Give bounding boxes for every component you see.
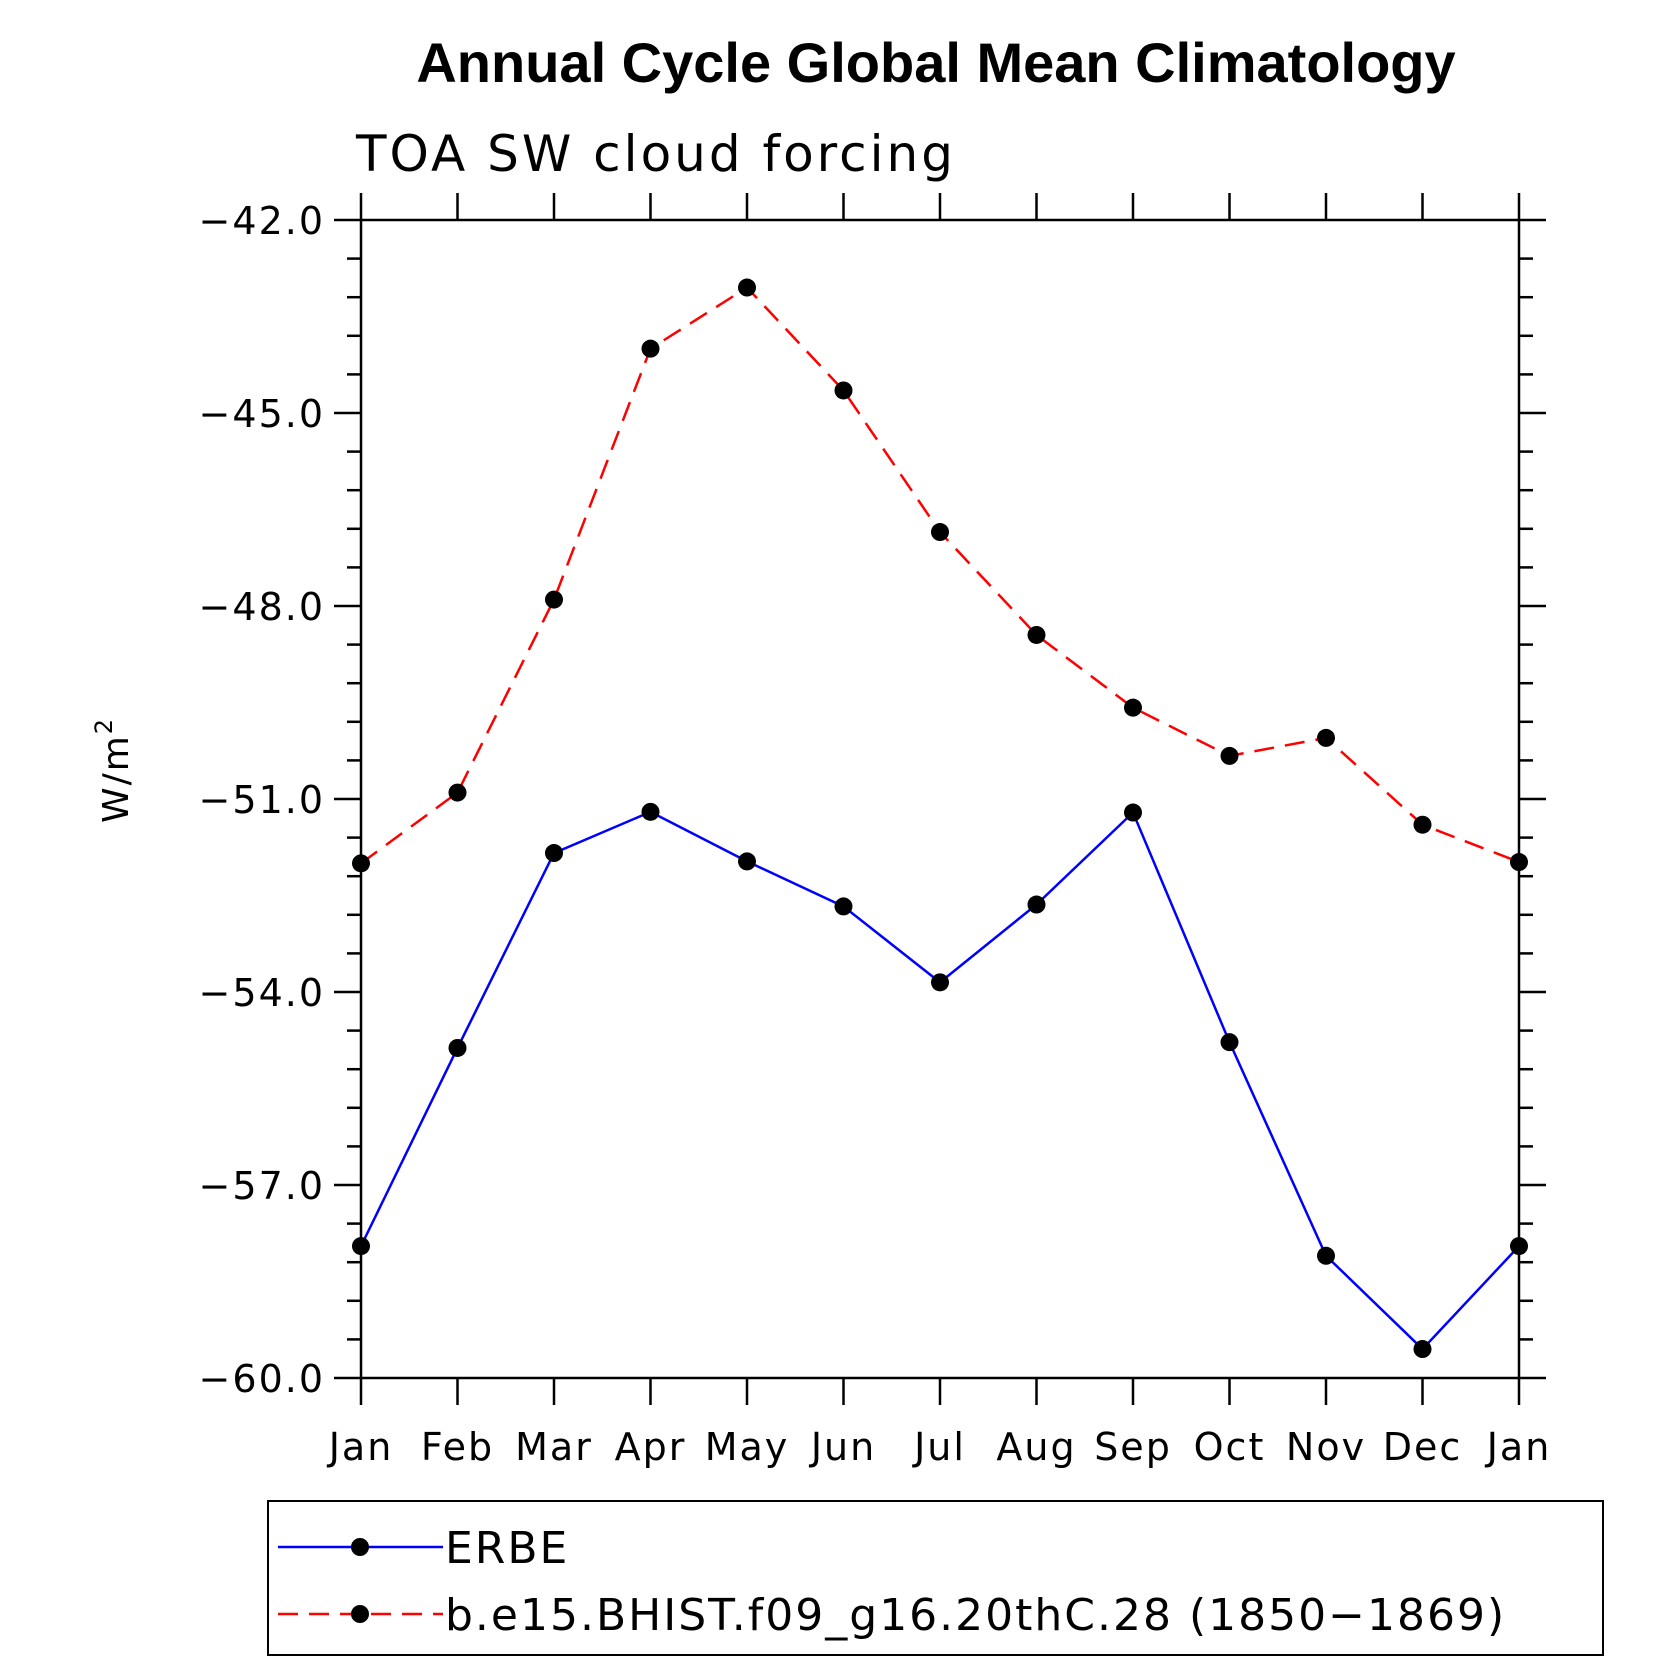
series-1-point xyxy=(641,339,660,358)
series-line-0 xyxy=(359,810,1520,1351)
series-1-point xyxy=(1510,853,1528,872)
y-tick-label: −45.0 xyxy=(199,392,325,436)
series-1-point xyxy=(1413,815,1432,834)
series-0-point xyxy=(641,802,660,821)
series-1-point xyxy=(352,854,370,873)
series-0-point xyxy=(1413,1340,1432,1359)
series-0-point xyxy=(1124,803,1142,822)
x-tick-label: Nov xyxy=(1286,1425,1366,1469)
series-0-point xyxy=(545,844,563,863)
y-axis-label-superscript: 2 xyxy=(90,717,118,734)
y-axis-label-text: W/m xyxy=(96,734,137,823)
legend-label-erbe: ERBE xyxy=(445,1523,569,1574)
x-tick-label: Jan xyxy=(327,1425,394,1469)
x-tick-label: Dec xyxy=(1383,1425,1463,1469)
y-tick-label: −54.0 xyxy=(199,971,325,1015)
series-line-1 xyxy=(360,285,1520,865)
chart-title: Annual Cycle Global Mean Climatology xyxy=(416,31,1455,94)
series-1-point xyxy=(545,590,563,609)
axes-frame xyxy=(359,218,1521,1380)
series-0-point xyxy=(1317,1246,1335,1265)
y-tick-label: −42.0 xyxy=(199,199,325,243)
series-1-point xyxy=(1124,698,1142,717)
plot-frame xyxy=(359,218,1521,1380)
x-tick-label: Oct xyxy=(1194,1425,1266,1469)
legend-box xyxy=(267,1500,1604,1656)
x-tick-label: Feb xyxy=(421,1425,494,1469)
y-tick-label: −51.0 xyxy=(199,778,325,822)
series-1-point xyxy=(834,381,853,400)
series-0-point xyxy=(448,1038,467,1057)
series-0-point xyxy=(1510,1237,1528,1256)
y-tick-label: −48.0 xyxy=(199,585,325,629)
y-axis-label: W/m2 xyxy=(90,717,137,823)
legend-label-model: b.e15.BHIST.f09_g16.20thC.28 (1850−1869) xyxy=(445,1590,1506,1641)
series-0-point xyxy=(738,852,756,871)
svg-text:W/m2: W/m2 xyxy=(90,717,137,823)
series-0-point xyxy=(931,973,949,992)
legend-marker-erbe xyxy=(351,1538,369,1556)
series-1-point xyxy=(1317,728,1335,747)
series-0-point xyxy=(352,1237,370,1256)
y-tick-label: −60.0 xyxy=(199,1357,325,1401)
series-1-point xyxy=(1027,625,1046,644)
series-0-point xyxy=(834,897,853,916)
y-axis-ticks: −42.0 −45.0 −48.0 −51.0 −54.0 −57.0 −60.0 xyxy=(199,199,1546,1401)
legend: ERBE b.e15.BHIST.f09_g16.20thC.28 (1850−… xyxy=(267,1500,1604,1656)
series-0-point xyxy=(1220,1033,1239,1052)
series-1-point xyxy=(931,523,949,542)
legend-marker-model xyxy=(351,1605,369,1623)
series-0-point xyxy=(1027,895,1046,914)
series-1-point xyxy=(1220,746,1239,765)
x-tick-label: Aug xyxy=(996,1425,1076,1469)
series-1-point xyxy=(738,278,756,297)
x-axis-ticks: Jan Feb Mar Apr May Jun Jul Aug Sep Oct Nov Dec Jan xyxy=(327,193,1552,1469)
x-tick-label: Sep xyxy=(1094,1425,1172,1469)
x-tick-label: May xyxy=(705,1425,790,1469)
x-tick-label: Jun xyxy=(809,1425,876,1469)
x-tick-label: Jul xyxy=(912,1425,966,1469)
series-layer xyxy=(352,278,1528,1359)
x-tick-label: Apr xyxy=(615,1425,687,1469)
x-tick-label: Mar xyxy=(515,1425,593,1469)
x-tick-label: Jan xyxy=(1485,1425,1552,1469)
chart-subtitle: TOA SW cloud forcing xyxy=(355,125,956,183)
series-1-point xyxy=(448,783,467,802)
y-tick-label: −57.0 xyxy=(199,1164,325,1208)
